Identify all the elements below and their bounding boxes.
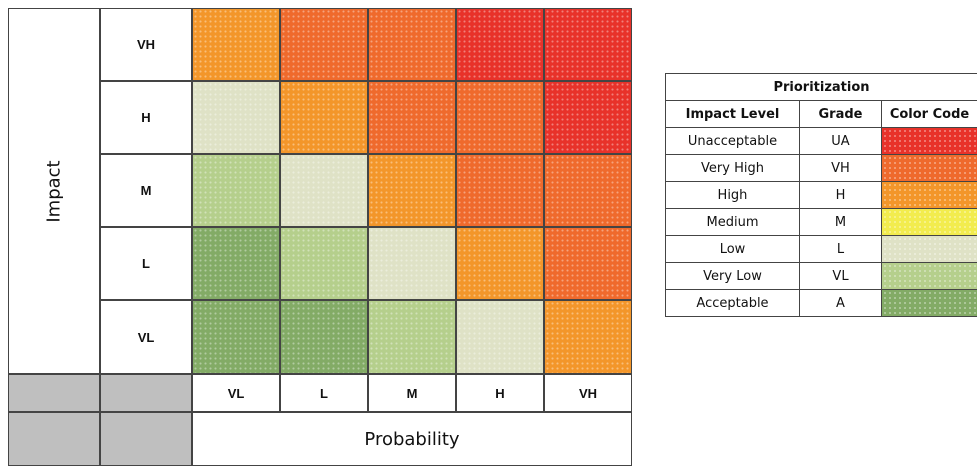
risk-cell: [456, 300, 544, 374]
risk-cell: [368, 154, 456, 227]
legend-color-swatch: [880, 181, 977, 209]
legend-color-swatch: [880, 235, 977, 263]
risk-cell: [456, 227, 544, 300]
risk-cell: [192, 300, 280, 374]
legend-header-impact-level: Impact Level: [665, 100, 800, 128]
risk-cell: [544, 227, 632, 300]
legend-grade: UA: [799, 127, 882, 155]
risk-cell: [368, 227, 456, 300]
legend-impact-level: Acceptable: [665, 289, 800, 317]
legend-impact-level: Very Low: [665, 262, 800, 290]
legend-row: Low L: [665, 235, 977, 263]
legend-color-swatch: [880, 262, 977, 290]
risk-cell: [456, 8, 544, 81]
risk-cell: [544, 300, 632, 374]
legend-grade: VH: [799, 154, 882, 182]
legend-impact-level: High: [665, 181, 800, 209]
impact-level-label: VH: [100, 8, 192, 81]
risk-cell: [456, 154, 544, 227]
legend-header-row: Impact Level Grade Color Code: [665, 100, 977, 128]
risk-cell: [280, 154, 368, 227]
probability-level-label: M: [368, 374, 456, 412]
impact-level-label: H: [100, 81, 192, 154]
legend-grade: VL: [799, 262, 882, 290]
risk-cell: [280, 227, 368, 300]
legend-row: High H: [665, 181, 977, 209]
risk-cell: [544, 81, 632, 154]
prioritization-table: Prioritization Impact Level Grade Color …: [664, 73, 977, 317]
probability-axis-title: Probability: [192, 412, 632, 466]
probability-axis-label: Probability: [364, 428, 460, 450]
probability-level-label: VH: [544, 374, 632, 412]
legend-impact-level: Low: [665, 235, 800, 263]
legend-row: Medium M: [665, 208, 977, 236]
probability-level-label: VL: [192, 374, 280, 412]
corner-cell: [100, 412, 192, 466]
impact-axis-label: Impact: [43, 159, 65, 223]
risk-cell: [456, 81, 544, 154]
risk-matrix: Impact VH H M L VL VL L M H VH Probability: [8, 8, 632, 466]
legend-row: Unacceptable UA: [665, 127, 977, 155]
legend-impact-level: Unacceptable: [665, 127, 800, 155]
legend-grade: A: [799, 289, 882, 317]
impact-axis-title: Impact: [8, 8, 100, 374]
probability-level-label: L: [280, 374, 368, 412]
corner-cell: [100, 374, 192, 412]
corner-cell: [8, 374, 100, 412]
risk-cell: [192, 227, 280, 300]
legend-title-row: Prioritization: [664, 73, 977, 101]
risk-cell: [544, 154, 632, 227]
legend-row: Very High VH: [665, 154, 977, 182]
risk-cell: [544, 8, 632, 81]
impact-level-label: VL: [100, 300, 192, 374]
risk-cell: [192, 81, 280, 154]
legend-color-swatch: [880, 289, 977, 317]
legend-title: Prioritization: [664, 73, 977, 101]
risk-cell: [280, 300, 368, 374]
risk-cell: [192, 154, 280, 227]
impact-level-label: L: [100, 227, 192, 300]
legend-row: Acceptable A: [665, 289, 977, 317]
legend-color-swatch: [880, 127, 977, 155]
impact-level-label: M: [100, 154, 192, 227]
risk-cell: [368, 300, 456, 374]
risk-cell: [368, 81, 456, 154]
legend-impact-level: Medium: [665, 208, 800, 236]
legend-grade: L: [799, 235, 882, 263]
risk-cell: [280, 8, 368, 81]
legend-grade: M: [799, 208, 882, 236]
legend-header-grade: Grade: [799, 100, 882, 128]
legend-color-swatch: [880, 154, 977, 182]
legend-grade: H: [799, 181, 882, 209]
legend-impact-level: Very High: [665, 154, 800, 182]
corner-cell: [8, 412, 100, 466]
legend-row: Very Low VL: [665, 262, 977, 290]
risk-cell: [192, 8, 280, 81]
risk-cell: [368, 8, 456, 81]
legend-color-swatch: [880, 208, 977, 236]
probability-level-label: H: [456, 374, 544, 412]
risk-cell: [280, 81, 368, 154]
legend-header-color-code: Color Code: [880, 100, 977, 128]
